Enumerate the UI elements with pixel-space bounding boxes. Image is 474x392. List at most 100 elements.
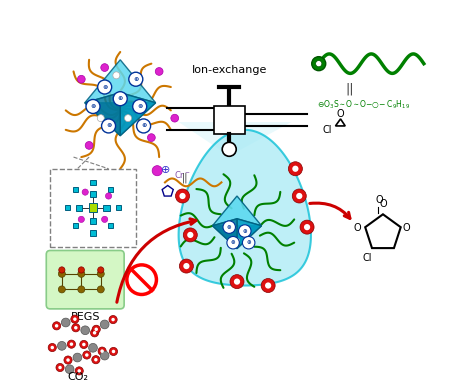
Polygon shape [120, 93, 155, 136]
Circle shape [179, 259, 193, 273]
Circle shape [89, 343, 97, 352]
Circle shape [152, 166, 162, 176]
Circle shape [100, 351, 109, 360]
Circle shape [85, 353, 89, 357]
Circle shape [57, 341, 66, 350]
Circle shape [222, 142, 236, 156]
Bar [89, 203, 97, 212]
Circle shape [101, 119, 116, 133]
Text: ⊕: ⊕ [133, 77, 138, 82]
Circle shape [101, 216, 108, 223]
Bar [109, 223, 113, 228]
Polygon shape [162, 185, 173, 196]
Circle shape [71, 315, 79, 323]
Bar [65, 205, 70, 210]
Circle shape [234, 278, 240, 285]
Bar [76, 205, 82, 211]
Circle shape [58, 270, 65, 278]
Circle shape [81, 326, 90, 335]
Circle shape [56, 363, 64, 372]
Circle shape [97, 114, 104, 122]
Circle shape [82, 189, 88, 195]
Bar [109, 187, 113, 192]
Circle shape [98, 80, 112, 94]
Text: ⊗: ⊗ [227, 225, 231, 230]
FancyBboxPatch shape [46, 250, 124, 309]
Circle shape [93, 331, 96, 334]
Circle shape [187, 232, 193, 238]
Bar [91, 230, 96, 236]
Circle shape [53, 322, 61, 330]
Text: ⊕: ⊕ [161, 165, 170, 175]
Circle shape [242, 236, 255, 249]
Circle shape [292, 166, 299, 172]
Bar [73, 223, 78, 228]
Text: O: O [337, 109, 344, 119]
Circle shape [125, 114, 131, 122]
Circle shape [111, 318, 115, 321]
Circle shape [72, 324, 80, 332]
Circle shape [155, 67, 163, 75]
Circle shape [133, 100, 146, 114]
Polygon shape [212, 196, 262, 226]
Text: O: O [375, 195, 383, 205]
Circle shape [75, 367, 83, 375]
Circle shape [292, 189, 306, 203]
Circle shape [86, 100, 100, 114]
Text: Cl: Cl [363, 253, 372, 263]
Text: $\ominus$O$_3$S$\mathtt{\sim}$O$\mathtt{\sim}$O$-\!\bigcirc\!\!-$C$_9$H$_{19}$: $\ominus$O$_3$S$\mathtt{\sim}$O$\mathtt{… [317, 98, 410, 111]
Text: ⊗: ⊗ [102, 85, 107, 89]
Circle shape [227, 236, 239, 249]
Circle shape [234, 238, 240, 243]
Circle shape [97, 286, 104, 293]
Text: ⊗: ⊗ [106, 123, 111, 129]
Text: ⊗: ⊗ [137, 104, 142, 109]
Circle shape [183, 263, 190, 269]
Circle shape [58, 366, 62, 369]
Circle shape [304, 224, 310, 230]
Text: O: O [402, 223, 410, 233]
Circle shape [59, 267, 65, 273]
Circle shape [65, 365, 74, 374]
Polygon shape [85, 93, 120, 136]
Circle shape [48, 343, 56, 352]
Circle shape [92, 325, 100, 333]
Circle shape [77, 75, 85, 83]
Circle shape [61, 318, 70, 327]
Circle shape [109, 347, 118, 356]
Circle shape [100, 349, 104, 353]
Text: ⊕: ⊕ [118, 96, 123, 101]
Polygon shape [212, 219, 237, 249]
Circle shape [73, 353, 82, 362]
Circle shape [55, 324, 58, 328]
Circle shape [94, 358, 98, 361]
Circle shape [91, 329, 99, 337]
Text: ⊕: ⊕ [246, 240, 251, 245]
Polygon shape [237, 219, 262, 249]
FancyBboxPatch shape [50, 169, 136, 247]
Circle shape [92, 356, 100, 364]
Circle shape [70, 342, 73, 346]
Circle shape [171, 114, 179, 122]
Circle shape [179, 193, 186, 199]
Circle shape [223, 221, 236, 233]
Circle shape [230, 275, 244, 289]
Circle shape [175, 189, 190, 203]
Text: ⊕: ⊕ [243, 229, 247, 234]
Text: ⊕: ⊕ [141, 123, 146, 129]
Circle shape [98, 267, 104, 273]
Circle shape [51, 346, 54, 349]
Circle shape [58, 286, 65, 293]
Circle shape [300, 220, 314, 234]
Circle shape [109, 316, 117, 324]
Text: PEGS: PEGS [71, 312, 100, 322]
Circle shape [312, 57, 326, 71]
Circle shape [78, 216, 84, 223]
Circle shape [261, 278, 275, 292]
Bar [116, 205, 121, 210]
Polygon shape [212, 226, 262, 249]
Polygon shape [179, 122, 292, 156]
Circle shape [67, 340, 75, 348]
Circle shape [296, 193, 302, 199]
Text: Ion-exchange: Ion-exchange [191, 65, 267, 75]
